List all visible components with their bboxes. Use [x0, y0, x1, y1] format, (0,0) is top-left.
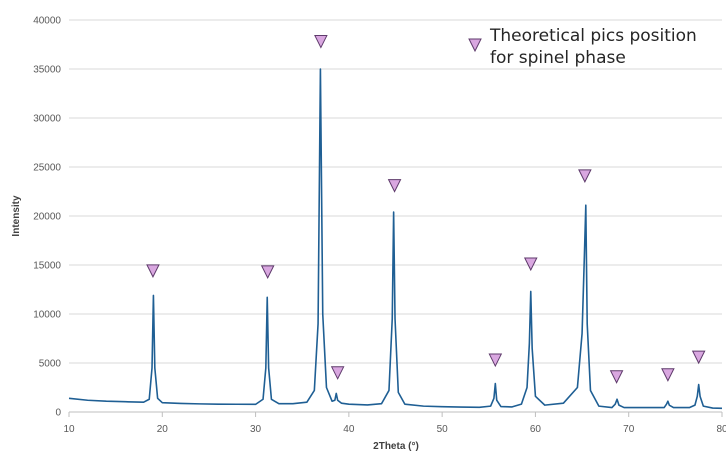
peak-marker: [661, 368, 675, 382]
peak-marker: [387, 179, 402, 193]
x-axis-title: 2Theta (°): [373, 441, 419, 452]
peak-marker: [523, 257, 538, 272]
legend-marker-icon: [468, 38, 482, 53]
peak-marker: [330, 366, 345, 380]
y-tick-label: 40000: [33, 16, 61, 27]
y-tick-label: 25000: [33, 163, 61, 174]
peak-marker: [609, 370, 624, 384]
x-tick-label: 50: [437, 424, 449, 435]
x-tick-label: 20: [157, 424, 169, 435]
legend-text-line1: Theoretical pics position: [489, 26, 697, 46]
x-tick-label: 10: [63, 424, 75, 435]
peak-marker: [691, 350, 706, 365]
peak-marker: [146, 264, 160, 278]
y-tick-label: 30000: [33, 114, 61, 125]
x-tick-label: 30: [250, 424, 262, 435]
y-tick-label: 35000: [33, 65, 61, 76]
x-tick-label: 40: [343, 424, 355, 435]
x-tick-label: 60: [530, 424, 542, 435]
x-tick-label: 70: [623, 424, 635, 435]
peak-marker: [578, 169, 592, 183]
peak-marker: [260, 265, 275, 279]
y-axis-title: Intensity: [11, 195, 22, 237]
peak-marker: [314, 35, 328, 49]
y-tick-label: 5000: [39, 359, 62, 370]
peak-markers: [146, 35, 706, 384]
y-tick-label: 10000: [33, 310, 61, 321]
y-tick-label: 0: [55, 408, 61, 419]
series-line: [68, 68, 723, 410]
y-tick-label: 15000: [33, 261, 61, 272]
peak-marker: [488, 353, 503, 368]
legend: Theoretical pics position for spinel pha…: [468, 26, 697, 68]
series-layer: [68, 68, 723, 410]
x-tick-label: 80: [716, 424, 726, 435]
legend-text-line2: for spinel phase: [490, 48, 626, 68]
gridlines: [69, 19, 722, 364]
y-tick-label: 20000: [33, 212, 61, 223]
axes: 0 5000 10000 15000 20000 25000 30000 35000 40000…: [33, 16, 726, 436]
